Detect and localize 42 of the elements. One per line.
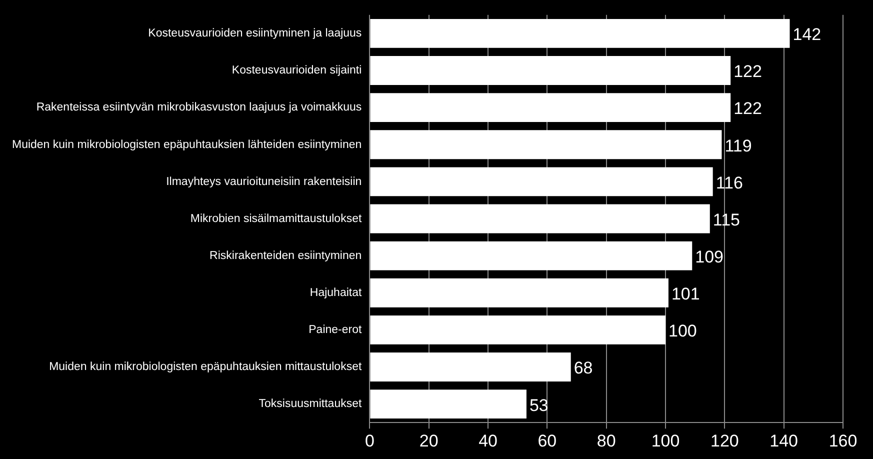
y-tick-label: Riskirakenteiden esiintyminen	[210, 250, 362, 262]
data-label: 109	[695, 248, 724, 266]
x-tick-label: 20	[419, 431, 438, 450]
data-label: 142	[792, 25, 822, 44]
y-tick-label: Rakenteissa esiintyvän mikrobikasvuston laajuus ja voimakkuus	[36, 102, 362, 114]
y-tick-label: Mikrobien sisäilmamittaustulokset	[190, 212, 362, 225]
bar	[370, 130, 722, 160]
bar	[370, 278, 668, 308]
bar	[370, 204, 710, 234]
y-tick-label: Toksisuusmittaukset	[258, 398, 362, 410]
bar	[370, 315, 666, 344]
bar	[370, 93, 731, 122]
y-tick-label: Muiden kuin mikrobiologisten epäpuhtauksien mittaustulokset	[49, 361, 362, 374]
bar	[370, 241, 692, 270]
bar	[370, 56, 731, 85]
y-tick-label: Hajuhaitat	[310, 287, 362, 300]
y-tick-label: Paine-erot	[308, 324, 362, 336]
data-label: 53	[529, 396, 548, 415]
x-tick-label: 140	[770, 431, 798, 450]
x-tick-label: 160	[828, 431, 858, 450]
data-label: 100	[668, 322, 697, 341]
bar	[370, 352, 571, 382]
data-label: 119	[724, 136, 752, 156]
x-tick-label: 0	[364, 431, 374, 450]
x-tick-label: 120	[710, 431, 739, 450]
data-label: 68	[574, 358, 593, 378]
bar	[370, 167, 713, 196]
bar	[370, 18, 790, 48]
x-tick-label: 60	[538, 431, 557, 450]
y-tick-label: Kosteusvaurioiden esiintyminen ja laajuus	[148, 28, 362, 40]
bar	[370, 390, 526, 419]
data-label: 115	[712, 210, 740, 230]
data-label: 122	[734, 99, 762, 118]
x-tick-label: 80	[596, 431, 616, 450]
data-label: 116	[716, 173, 743, 192]
data-label: 101	[671, 284, 700, 304]
x-tick-label: 100	[651, 431, 680, 450]
data-label: 122	[734, 62, 762, 82]
x-tick-label: 40	[478, 431, 498, 450]
y-tick-label: Ilmayhteys vaurioituneisiin rakenteisiin	[166, 176, 362, 188]
y-tick-label: Muiden kuin mikrobiologisten epäpuhtauksien lähteiden esiintyminen	[12, 138, 362, 151]
y-tick-label: Kosteusvaurioiden sijainti	[232, 64, 362, 77]
